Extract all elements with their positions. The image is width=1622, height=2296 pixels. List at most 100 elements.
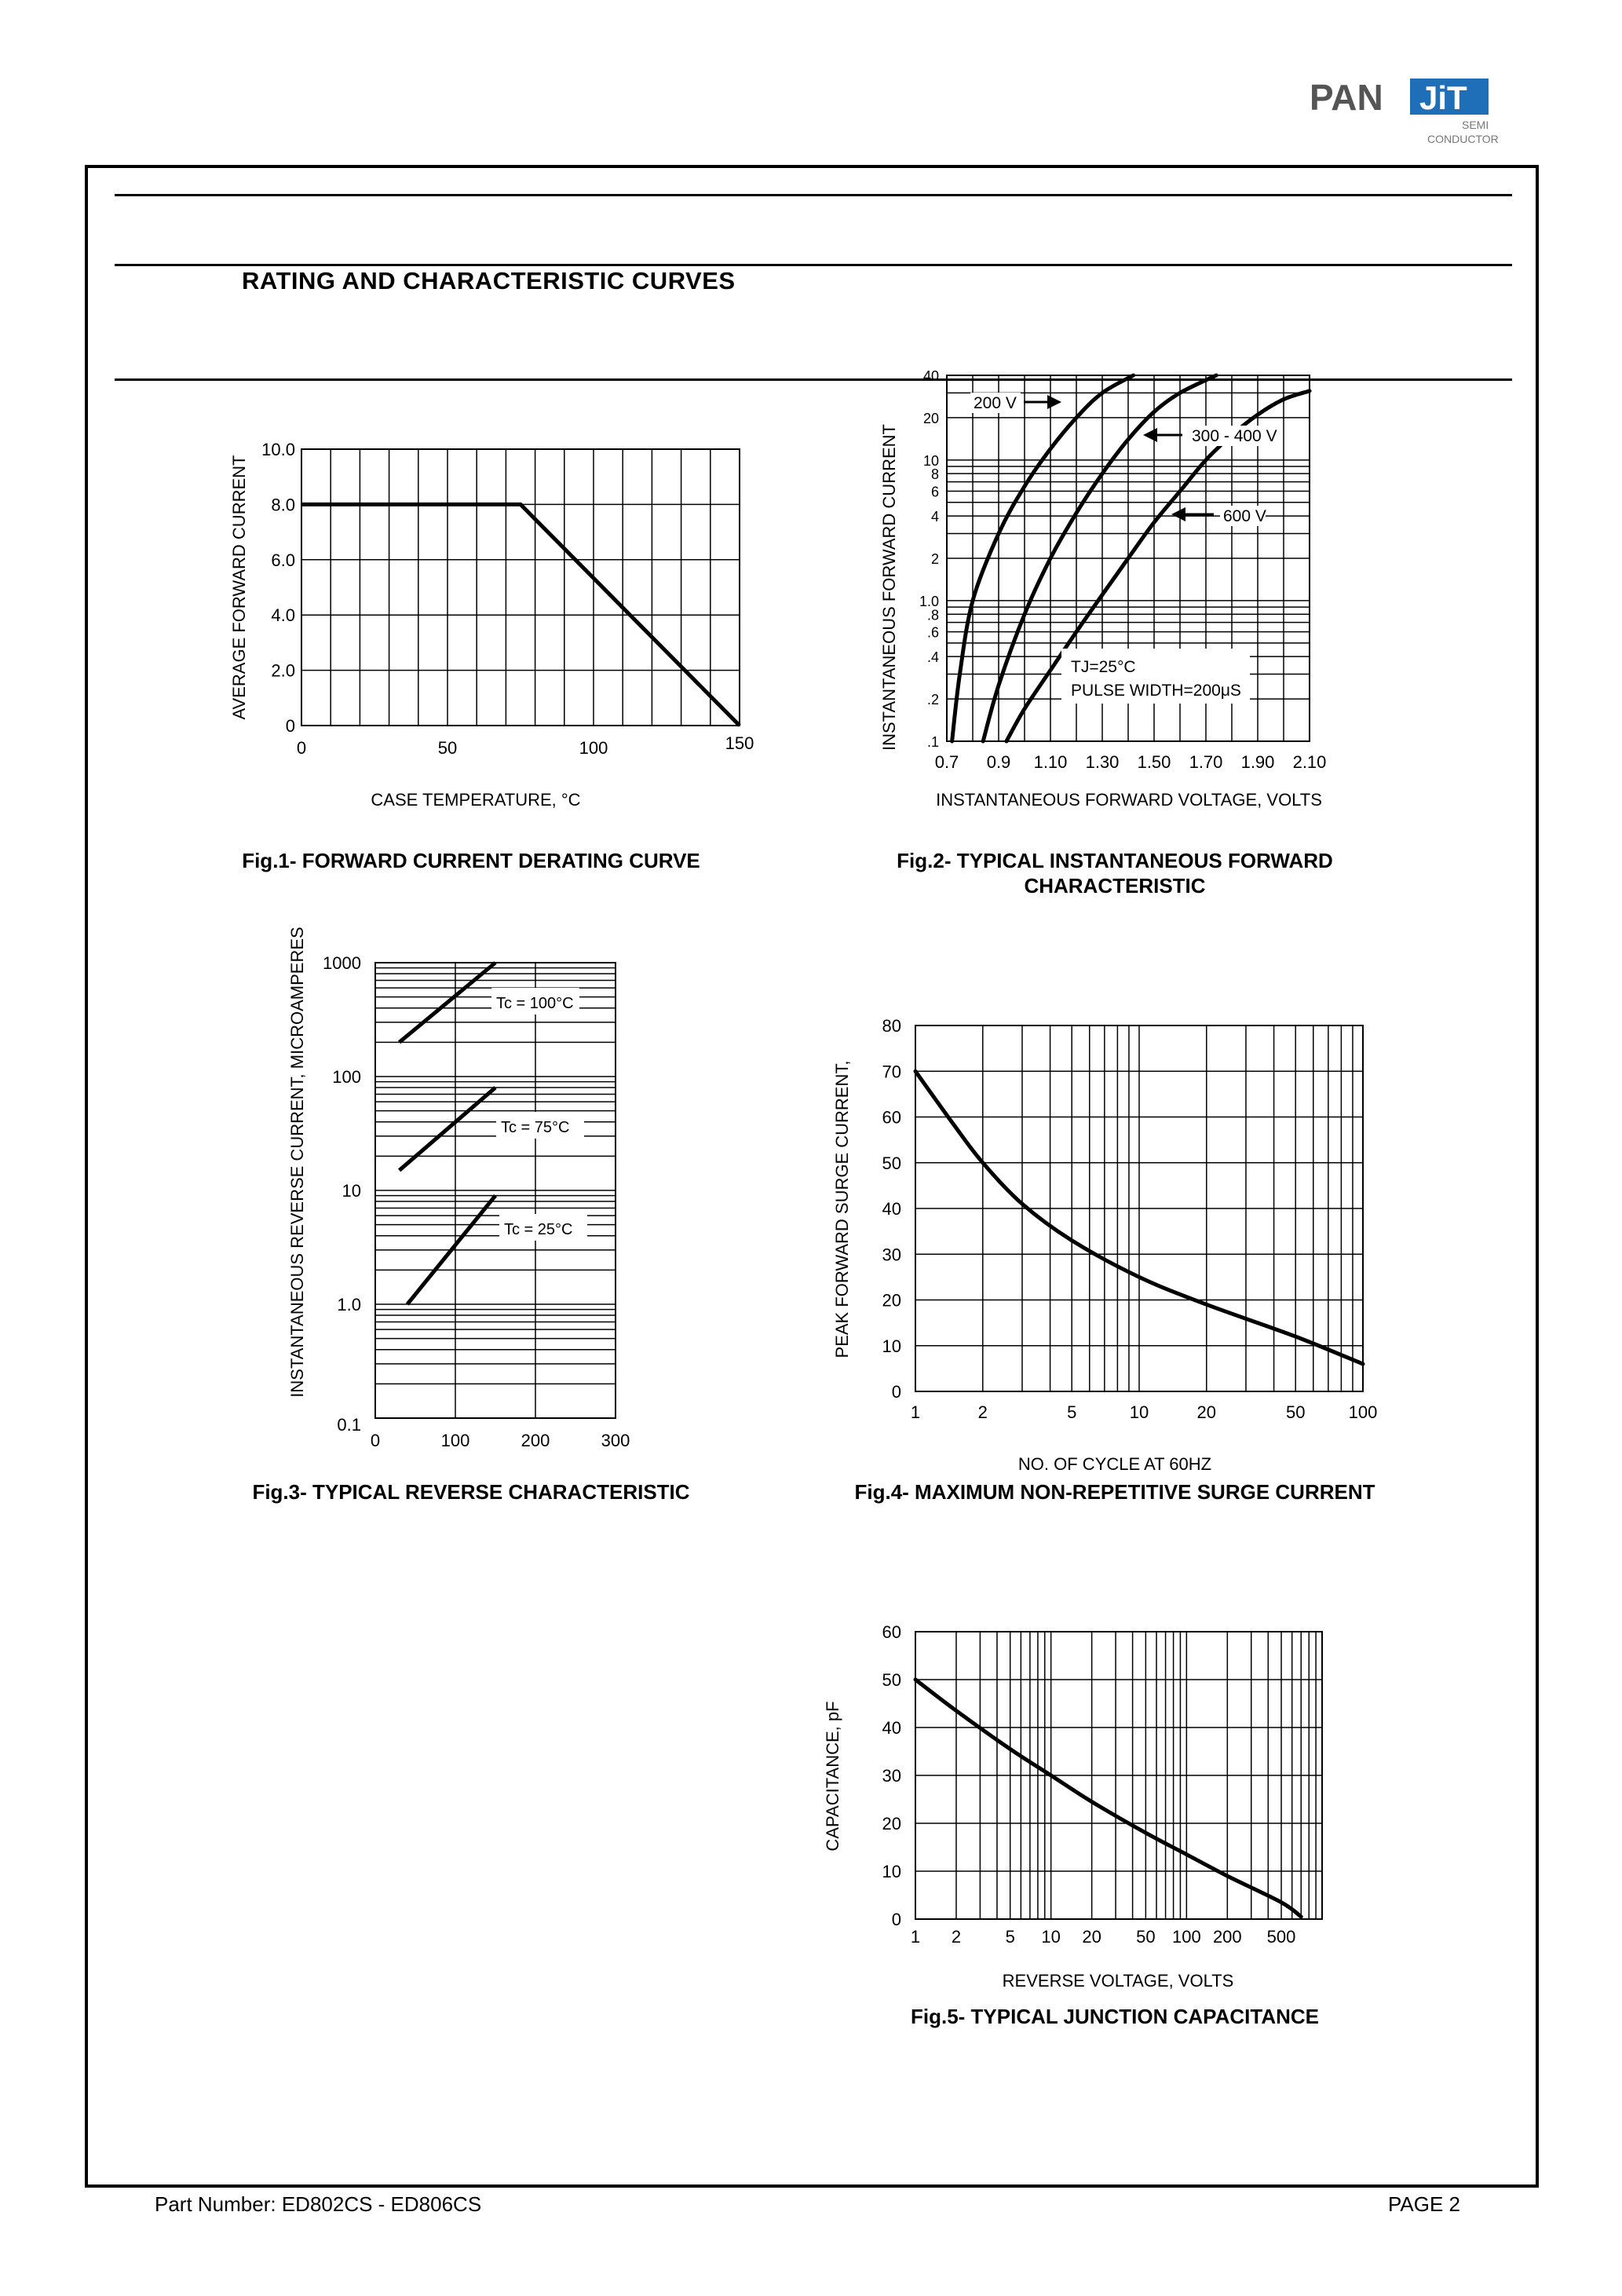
fig5-x-tick-label: 500 [1267, 1927, 1296, 1947]
fig3-series-line-1 [397, 1086, 497, 1172]
fig2-annotation-300-400v: 300 - 400 V [1192, 427, 1277, 445]
fig2-annotation-pulse: PULSE WIDTH=200μS [1071, 682, 1241, 700]
rule-top [115, 194, 1512, 196]
fig4-series-line-0 [913, 1069, 1365, 1366]
fig5-y-tick-label: 0 [892, 1910, 901, 1929]
fig5-x-tick-label: 1 [911, 1927, 920, 1947]
fig5-xlabel: REVERSE VOLTAGE, VOLTS [1003, 1971, 1234, 1991]
fig2-y-tick-label: 1.0 [919, 594, 939, 609]
fig5-x-tick-label: 100 [1172, 1927, 1201, 1947]
fig2-series-line-1 [981, 373, 1218, 744]
fig3-y-tick-label: 100 [332, 1067, 361, 1087]
fig2-x-tick-label: 2.10 [1293, 752, 1327, 772]
logo-jit-text: JiT [1419, 79, 1467, 116]
fig3-ylabel: INSTANTANEOUS REVERSE CURRENT, MICROAMPE… [287, 927, 307, 1397]
fig2-ylabel: INSTANTANEOUS FORWARD CURRENT [879, 424, 899, 751]
fig4-y-tick-label: 80 [882, 1016, 901, 1036]
fig5-x-tick-label: 10 [1041, 1927, 1060, 1947]
fig4-plot-frame [915, 1025, 1364, 1392]
fig2-arrowhead-300-400v [1143, 428, 1157, 442]
fig1-x-tick-label: 50 [438, 738, 457, 758]
fig1-y-tick-label: 10.0 [261, 440, 295, 459]
fig2-y-tick-label: 6 [931, 484, 939, 500]
fig2-xlabel: INSTANTANEOUS FORWARD VOLTAGE, VOLTS [936, 790, 1322, 810]
fig5-y-tick-label: 30 [882, 1766, 901, 1786]
fig4-x-tick-label: 10 [1130, 1402, 1149, 1422]
fig3-series-label-1: Tc = 75°C [501, 1119, 569, 1136]
fig2-y-tick-label: 20 [923, 411, 939, 426]
fig1-y-tick-label: 8.0 [271, 495, 295, 514]
fig3-series-label-bg [499, 1214, 587, 1241]
fig2-annotation-bg [1189, 426, 1277, 446]
fig5-plot-frame [915, 1631, 1323, 1920]
fig5-x-tick-label: 2 [952, 1927, 961, 1947]
fig2-y-tick-label: 40 [923, 368, 939, 384]
fig3-y-tick-label: 10 [342, 1181, 361, 1201]
logo-sub-1: SEMI [1462, 119, 1489, 131]
fig3-x-tick-label: 300 [601, 1431, 630, 1450]
fig2-x-tick-label: 1.10 [1034, 752, 1068, 772]
fig3-y-tick-label: 0.1 [337, 1415, 361, 1435]
logo-pan-text: PAN [1310, 77, 1383, 118]
fig2-annotation-bg [1220, 506, 1266, 526]
fig4-y-tick-label: 0 [892, 1382, 901, 1402]
fig2-arrowhead-200v [1047, 395, 1061, 409]
fig5-y-tick-label: 60 [882, 1622, 901, 1642]
fig4-x-tick-label: 2 [978, 1402, 988, 1422]
fig3-y-tick-label: 1.0 [337, 1295, 361, 1314]
fig4-y-tick-label: 60 [882, 1108, 901, 1128]
fig2-x-tick-label: 0.9 [987, 752, 1011, 772]
fig4-y-tick-label: 40 [882, 1199, 901, 1219]
fig2-y-tick-label: .4 [927, 649, 939, 665]
fig2-x-tick-label: 0.7 [935, 752, 959, 772]
fig1-y-tick-label: 4.0 [271, 605, 295, 625]
fig5-caption: Fig.5- TYPICAL JUNCTION CAPACITANCE [910, 2005, 1319, 2028]
fig4-x-tick-label: 20 [1197, 1402, 1216, 1422]
fig1-series-line-0 [301, 502, 741, 727]
fig3-series-label-bg [496, 1112, 584, 1139]
fig2-series-line-0 [950, 373, 1136, 744]
fig2-y-tick-label: .2 [927, 692, 939, 707]
fig2-caption: Fig.2- TYPICAL INSTANTANEOUS FORWARD CHA… [897, 849, 1333, 898]
footer-part-number: Part Number: ED802CS - ED806CS [155, 2192, 482, 2216]
rule-heading [115, 264, 1512, 266]
page-frame [85, 165, 1539, 2188]
fig4-x-tick-label: 1 [911, 1402, 920, 1422]
footer-page-number: PAGE 2 [1388, 2192, 1461, 2216]
fig4-x-tick-label: 5 [1067, 1402, 1076, 1422]
fig3-series-label-bg [491, 988, 579, 1015]
fig5-y-tick-label: 20 [882, 1814, 901, 1834]
fig2-y-tick-label: .8 [927, 607, 939, 623]
fig2-y-tick-label: .6 [927, 625, 939, 641]
fig2-y-tick-label: .1 [927, 734, 939, 750]
fig5-y-tick-label: 10 [882, 1862, 901, 1881]
fig1-x-tick-label: 150 [725, 733, 754, 753]
fig1-xlabel: CASE TEMPERATURE, °C [371, 790, 580, 810]
fig2-annotation-200v: 200 V [974, 394, 1017, 412]
page-heading: RATING AND CHARACTERISTIC CURVES [242, 267, 736, 294]
fig2-plot-frame [946, 375, 1310, 742]
fig2-conditions-bg [1061, 649, 1250, 704]
logo-sub-2: CONDUCTOR [1427, 133, 1499, 145]
fig2-y-tick-label: 8 [931, 466, 939, 482]
fig2-y-tick-label: 4 [931, 509, 939, 525]
fig2-annotation-tj: TJ=25°C [1071, 658, 1136, 676]
fig1-caption: Fig.1- FORWARD CURRENT DERATING CURVE [242, 849, 700, 872]
fig5-x-tick-label: 200 [1213, 1927, 1242, 1947]
fig5-y-tick-label: 50 [882, 1670, 901, 1690]
fig2-y-tick-label: 2 [931, 551, 939, 567]
fig3-y-tick-label: 1000 [323, 953, 361, 973]
fig1-x-tick-label: 0 [297, 738, 306, 758]
fig2-series-line-2 [1004, 389, 1312, 744]
fig3-x-tick-label: 100 [441, 1431, 470, 1450]
fig3-series-line-0 [398, 961, 497, 1044]
fig5-y-tick-label: 40 [882, 1718, 901, 1738]
fig1-ylabel: AVERAGE FORWARD CURRENT [229, 455, 249, 720]
fig4-caption: Fig.4- MAXIMUM NON-REPETITIVE SURGE CURR… [854, 1480, 1375, 1504]
fig2-x-tick-label: 1.30 [1086, 752, 1120, 772]
fig5-ylabel: CAPACITANCE, pF [823, 1701, 842, 1851]
fig3-x-tick-label: 200 [521, 1431, 550, 1450]
fig3-series-label-0: Tc = 100°C [496, 995, 574, 1012]
rule-bottom [115, 378, 1512, 381]
fig1-y-tick-label: 6.0 [271, 550, 295, 570]
